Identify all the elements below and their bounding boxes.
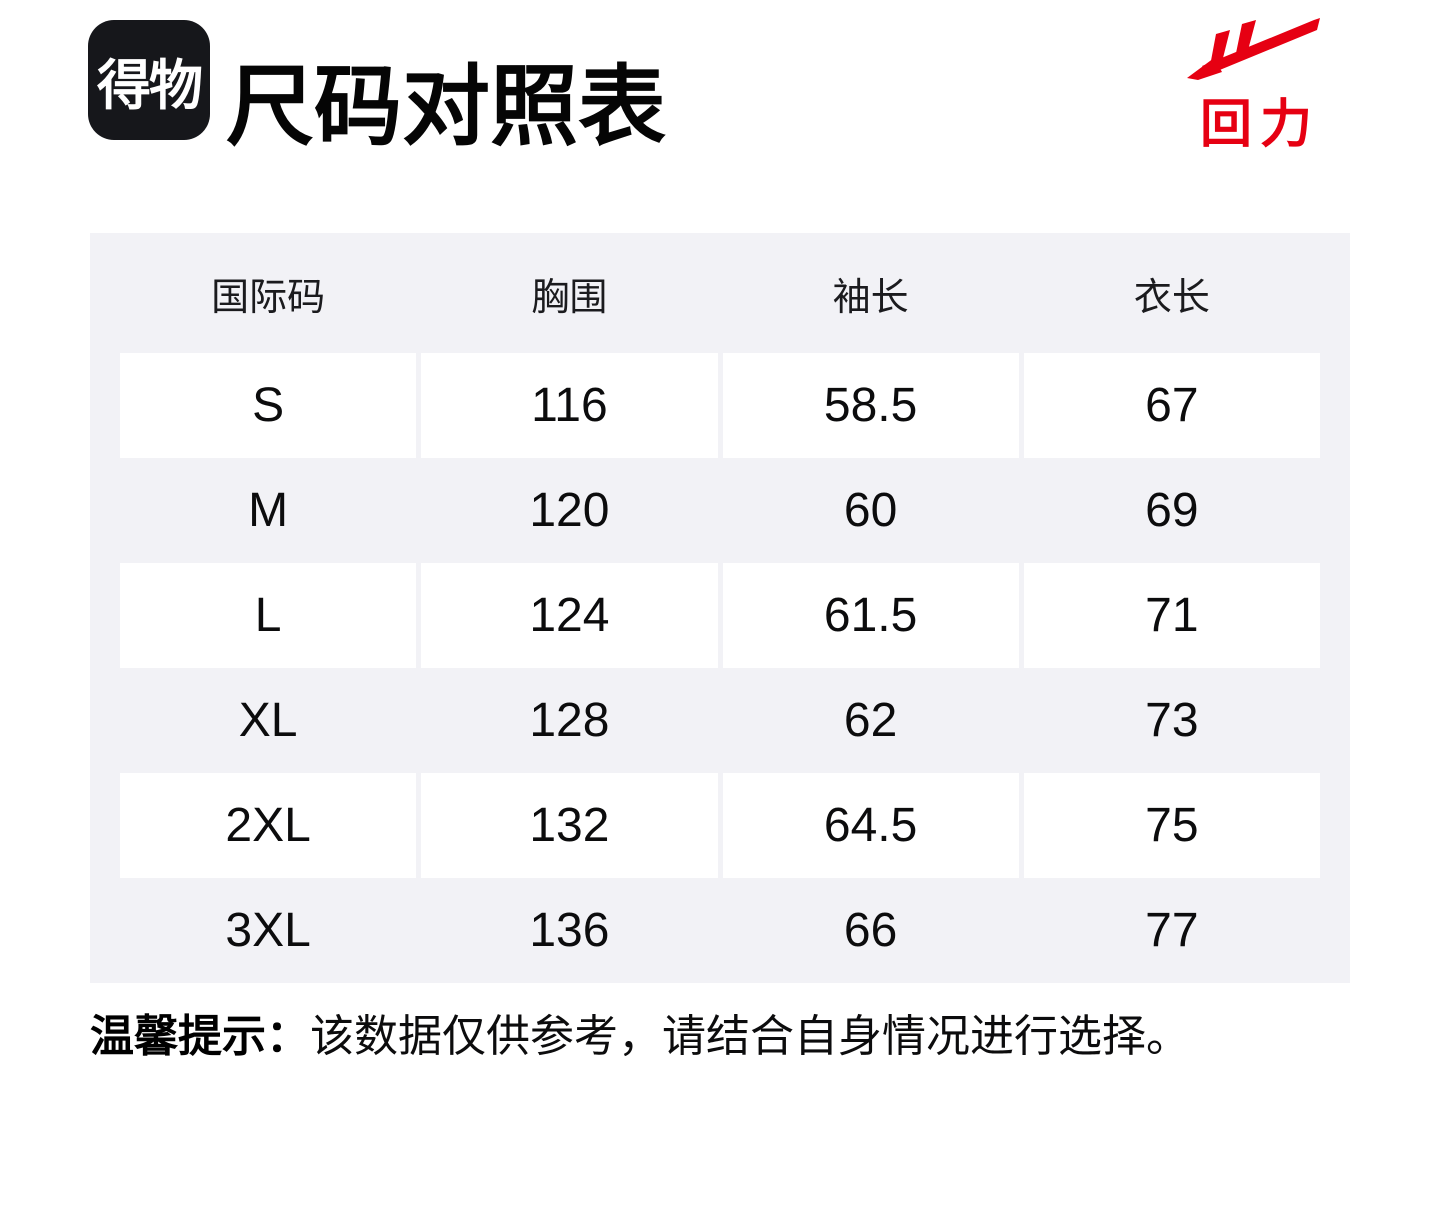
length-value: 71	[1023, 563, 1320, 668]
chest-value: 136	[529, 904, 610, 957]
sleeve-value: 61.5	[722, 563, 1019, 668]
size-value: M	[248, 484, 289, 537]
table-row-m: M 120 60 69	[120, 458, 1320, 563]
sleeve-value: 66	[843, 904, 898, 957]
table-row-3xl: 3XL 136 66 77	[120, 878, 1320, 983]
size-value: XL	[238, 694, 298, 747]
chest-value: 124	[421, 563, 718, 668]
column-header-intl-size: 国际码	[211, 276, 326, 319]
size-value: L	[120, 563, 417, 668]
size-value: 2XL	[120, 773, 417, 878]
length-value: 73	[1145, 694, 1199, 747]
dewu-app-logo: 得物	[88, 20, 210, 140]
sleeve-value: 62	[843, 694, 898, 747]
length-value: 77	[1145, 904, 1199, 957]
warrior-swoosh-icon	[1187, 18, 1320, 80]
length-value: 69	[1145, 484, 1199, 537]
table-row-xl: XL 128 62 73	[120, 668, 1320, 773]
column-header-length: 衣长	[1133, 276, 1210, 319]
sleeve-value: 64.5	[722, 773, 1019, 878]
size-table-header-row: 国际码 胸围 袖长 衣长	[120, 233, 1320, 353]
table-row-l: L 124 61.5 71	[120, 563, 1320, 668]
column-header-chest: 胸围	[531, 276, 608, 319]
column-header-sleeve: 袖长	[832, 276, 909, 319]
length-value: 75	[1023, 773, 1320, 878]
reference-tip: 温馨提示：该数据仅供参考，请结合自身情况进行选择。	[90, 1000, 1390, 1064]
table-row-s: S 116 58.5 67	[120, 353, 1320, 458]
page-title: 尺码对照表	[226, 57, 667, 156]
size-value: 3XL	[225, 904, 311, 957]
size-table: 国际码 胸围 袖长 衣长 S 116 58.5 67 M 120 60 69 L…	[90, 233, 1350, 983]
size-value: S	[120, 353, 417, 458]
sleeve-value: 58.5	[722, 353, 1019, 458]
chest-value: 132	[421, 773, 718, 878]
chest-value: 120	[529, 484, 610, 537]
dewu-logo-text: 得物	[97, 55, 203, 116]
chest-value: 128	[529, 694, 610, 747]
tip-label: 温馨提示：	[90, 1012, 310, 1061]
warrior-brand-name: 回力	[1199, 96, 1320, 154]
warrior-brand-logo: 回力	[1186, 18, 1326, 157]
table-row-2xl: 2XL 132 64.5 75	[120, 773, 1320, 878]
sleeve-value: 60	[843, 484, 898, 537]
length-value: 67	[1023, 353, 1320, 458]
tip-text: 该数据仅供参考，请结合自身情况进行选择。	[310, 1012, 1190, 1061]
chest-value: 116	[421, 353, 718, 458]
